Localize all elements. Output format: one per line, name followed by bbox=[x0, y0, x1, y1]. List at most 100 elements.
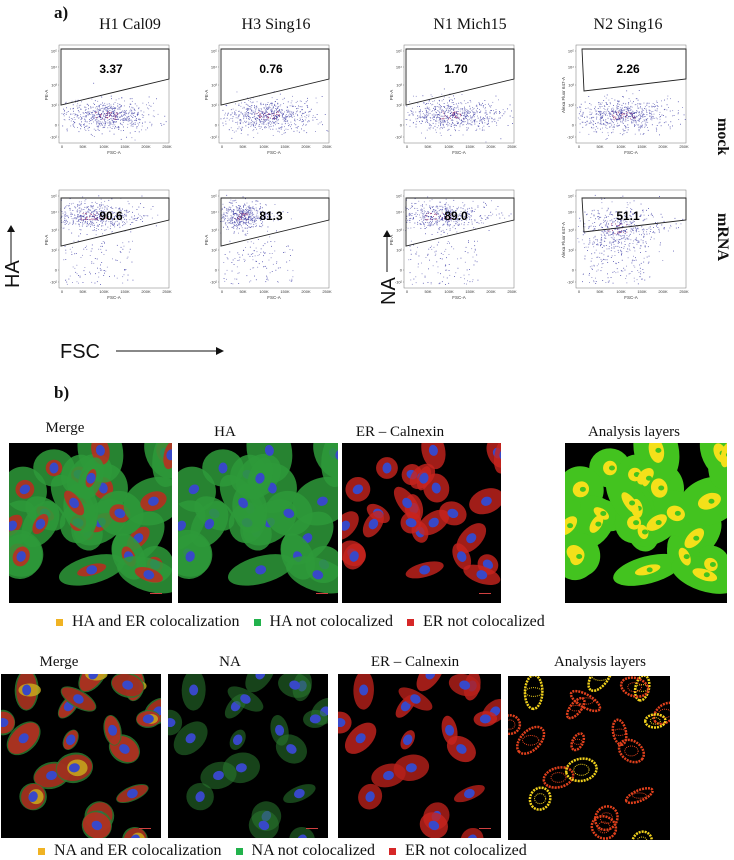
svg-text:-10²: -10² bbox=[210, 280, 218, 285]
svg-text:FSC-A: FSC-A bbox=[452, 150, 466, 155]
svg-text:0: 0 bbox=[406, 144, 409, 149]
column-title-h1: H1 Cal09 bbox=[70, 16, 190, 34]
ha-er-image bbox=[342, 443, 501, 603]
gate-percentage: 1.70 bbox=[444, 62, 468, 76]
legend-item: NA and ER colocalization bbox=[38, 842, 222, 860]
svg-text:200K: 200K bbox=[141, 144, 151, 149]
ha-title-analysis: Analysis layers bbox=[564, 424, 704, 441]
svg-text:10⁴: 10⁴ bbox=[568, 65, 574, 70]
gate-percentage: 2.26 bbox=[616, 62, 640, 76]
svg-text:100K: 100K bbox=[444, 289, 454, 294]
svg-text:50K: 50K bbox=[596, 144, 603, 149]
svg-text:10³: 10³ bbox=[211, 228, 217, 233]
row-label-mock: mock bbox=[713, 118, 731, 155]
svg-text:10²: 10² bbox=[396, 103, 402, 108]
svg-text:150K: 150K bbox=[637, 289, 647, 294]
legend-label: HA not colocalized bbox=[270, 613, 394, 631]
svg-text:200K: 200K bbox=[301, 144, 311, 149]
legend-label: HA and ER colocalization bbox=[72, 613, 240, 631]
svg-text:150K: 150K bbox=[637, 144, 647, 149]
svg-text:10²: 10² bbox=[568, 248, 574, 253]
svg-text:100K: 100K bbox=[99, 289, 109, 294]
svg-text:0: 0 bbox=[578, 289, 581, 294]
svg-text:100K: 100K bbox=[259, 289, 269, 294]
na-er-image bbox=[338, 674, 501, 838]
svg-text:50K: 50K bbox=[79, 289, 86, 294]
svg-text:-10²: -10² bbox=[567, 280, 575, 285]
svg-text:250K: 250K bbox=[322, 289, 332, 294]
svg-text:50K: 50K bbox=[424, 144, 431, 149]
svg-text:200K: 200K bbox=[486, 289, 496, 294]
svg-text:0: 0 bbox=[55, 123, 58, 128]
svg-text:10³: 10³ bbox=[568, 83, 574, 88]
svg-text:-10²: -10² bbox=[210, 135, 218, 140]
svg-text:0: 0 bbox=[572, 123, 575, 128]
column-title-n2: N2 Sing16 bbox=[568, 16, 688, 34]
svg-text:0: 0 bbox=[572, 268, 575, 273]
legend-item: NA not colocalized bbox=[236, 842, 376, 860]
svg-text:100K: 100K bbox=[616, 289, 626, 294]
na-title-er: ER – Calnexin bbox=[350, 654, 480, 671]
svg-text:200K: 200K bbox=[301, 289, 311, 294]
svg-text:0: 0 bbox=[221, 144, 224, 149]
legend-item: ER not colocalized bbox=[389, 842, 527, 860]
ha-merge-image bbox=[9, 443, 172, 603]
svg-text:10⁵: 10⁵ bbox=[396, 194, 402, 199]
svg-text:150K: 150K bbox=[120, 289, 130, 294]
svg-text:150K: 150K bbox=[280, 144, 290, 149]
svg-text:FSC-A: FSC-A bbox=[624, 295, 638, 300]
x-axis-arrow-fsc bbox=[116, 344, 224, 358]
svg-text:PE-A: PE-A bbox=[389, 235, 394, 246]
legend-label: NA not colocalized bbox=[252, 842, 376, 860]
svg-text:FSC-A: FSC-A bbox=[452, 295, 466, 300]
na-title-merge: Merge bbox=[14, 654, 104, 671]
gate-percentage: 90.6 bbox=[99, 209, 123, 223]
svg-text:10⁵: 10⁵ bbox=[211, 49, 217, 54]
y-axis-arrow-ha bbox=[4, 225, 18, 265]
svg-text:PE-A: PE-A bbox=[389, 90, 394, 101]
na-analysis-image bbox=[508, 676, 670, 840]
panel-b-letter: b) bbox=[54, 383, 69, 403]
svg-text:250K: 250K bbox=[507, 144, 517, 149]
x-axis-label-fsc: FSC bbox=[60, 341, 100, 364]
svg-text:0: 0 bbox=[215, 123, 218, 128]
svg-text:10³: 10³ bbox=[568, 228, 574, 233]
svg-text:PE-A: PE-A bbox=[204, 235, 209, 246]
svg-text:FSC-A: FSC-A bbox=[267, 295, 281, 300]
svg-text:10⁵: 10⁵ bbox=[51, 194, 57, 199]
svg-text:10⁵: 10⁵ bbox=[211, 194, 217, 199]
svg-text:PE-A: PE-A bbox=[44, 235, 49, 246]
column-title-h3: H3 Sing16 bbox=[216, 16, 336, 34]
svg-text:150K: 150K bbox=[465, 144, 475, 149]
svg-text:150K: 150K bbox=[465, 289, 475, 294]
svg-text:50K: 50K bbox=[596, 289, 603, 294]
ha-legend: HA and ER colocalization HA not colocaliz… bbox=[56, 613, 559, 631]
legend-swatch bbox=[254, 619, 261, 626]
svg-text:0: 0 bbox=[406, 289, 409, 294]
svg-text:10²: 10² bbox=[396, 248, 402, 253]
svg-text:200K: 200K bbox=[141, 289, 151, 294]
svg-text:FSC-A: FSC-A bbox=[624, 150, 638, 155]
ha-title-er: ER – Calnexin bbox=[340, 424, 460, 441]
svg-text:-10²: -10² bbox=[567, 135, 575, 140]
svg-text:10²: 10² bbox=[568, 103, 574, 108]
svg-text:10⁴: 10⁴ bbox=[568, 210, 574, 215]
na-legend: NA and ER colocalization NA not colocaliz… bbox=[38, 842, 541, 860]
svg-text:Alexa Fluor 647-A: Alexa Fluor 647-A bbox=[561, 77, 566, 113]
svg-text:10²: 10² bbox=[211, 248, 217, 253]
svg-text:10³: 10³ bbox=[51, 228, 57, 233]
ha-title-ha: HA bbox=[180, 424, 270, 441]
svg-text:10⁵: 10⁵ bbox=[51, 49, 57, 54]
svg-text:0: 0 bbox=[578, 144, 581, 149]
legend-label: ER not colocalized bbox=[405, 842, 527, 860]
legend-swatch bbox=[236, 848, 243, 855]
svg-text:250K: 250K bbox=[679, 289, 689, 294]
svg-text:250K: 250K bbox=[162, 144, 172, 149]
na-title-analysis: Analysis layers bbox=[530, 654, 670, 671]
svg-text:0: 0 bbox=[221, 289, 224, 294]
gate-percentage: 81.3 bbox=[259, 209, 283, 223]
